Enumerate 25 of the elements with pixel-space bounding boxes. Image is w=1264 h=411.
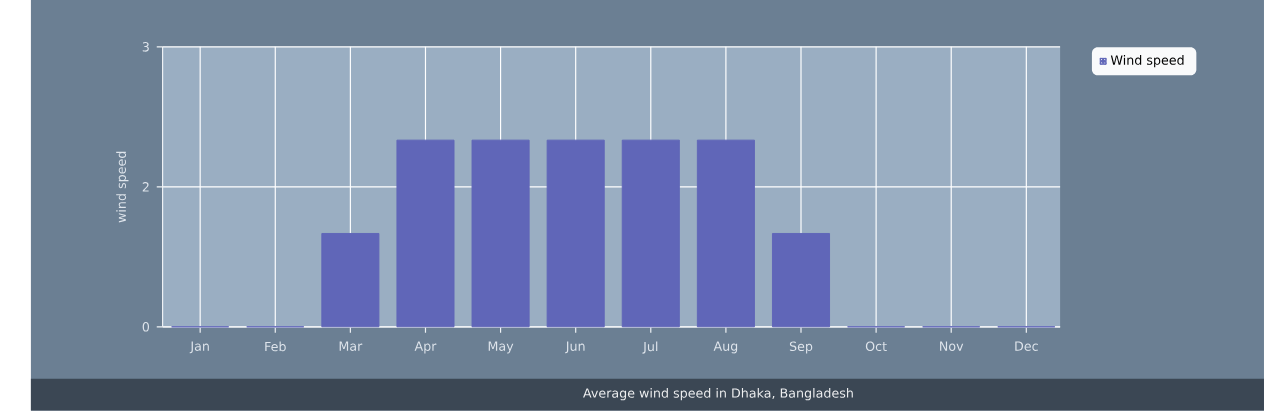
y-tick-label: 2 <box>142 182 149 192</box>
bar <box>321 233 380 328</box>
x-tick-label: Jan <box>189 341 209 354</box>
x-tick-label: Oct <box>865 341 887 352</box>
x-tick-label: Feb <box>265 341 286 352</box>
y-tick-label: 3 <box>142 42 149 52</box>
text: Average wind speed in Dhaka, Bangladesh <box>583 388 853 401</box>
bar <box>471 139 530 328</box>
x-tick-label: Jun <box>565 341 585 354</box>
x-tick-label: Jul <box>642 341 658 354</box>
x-tick-label: Aug <box>713 341 738 354</box>
bar <box>396 139 455 328</box>
y-tick-label: 0 <box>142 322 150 332</box>
x-tick-label: Nov <box>940 341 964 352</box>
legend-label: Wind speed <box>1110 55 1184 68</box>
bar <box>696 139 755 328</box>
bar <box>546 139 605 328</box>
x-tick-label: Mar <box>339 341 363 352</box>
x-tick-label: Sep <box>789 341 813 354</box>
y-axis-title: wind speed <box>116 151 129 223</box>
bar <box>771 233 831 328</box>
x-tick-label: May <box>488 341 514 354</box>
x-tick-label: Dec <box>1015 341 1038 352</box>
x-tick-label: Apr <box>414 341 437 354</box>
bar <box>621 139 680 328</box>
